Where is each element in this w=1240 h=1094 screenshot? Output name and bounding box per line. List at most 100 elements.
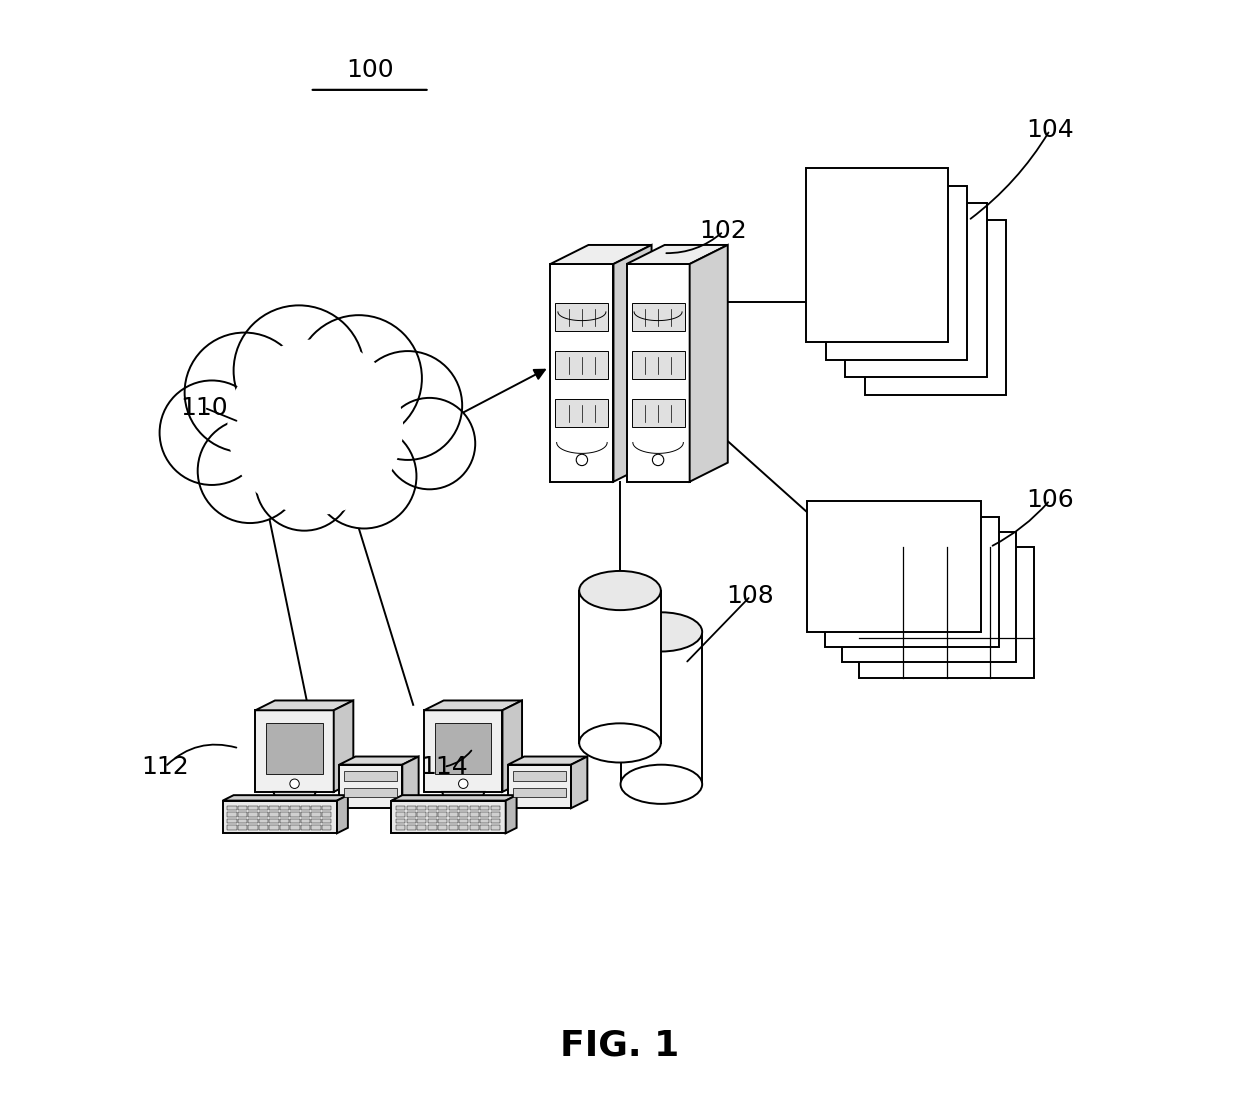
Ellipse shape — [579, 723, 661, 763]
Polygon shape — [459, 812, 469, 817]
Polygon shape — [259, 812, 268, 817]
Text: 104: 104 — [1025, 118, 1074, 142]
Circle shape — [312, 424, 417, 528]
Polygon shape — [311, 825, 321, 830]
Polygon shape — [502, 700, 522, 792]
Polygon shape — [392, 795, 517, 801]
Polygon shape — [631, 399, 684, 428]
Polygon shape — [290, 805, 300, 811]
Polygon shape — [301, 805, 310, 811]
Circle shape — [353, 351, 463, 459]
Polygon shape — [428, 805, 436, 811]
Polygon shape — [407, 812, 415, 817]
Polygon shape — [248, 812, 258, 817]
Bar — [842, 532, 1017, 662]
Polygon shape — [480, 825, 490, 830]
Polygon shape — [556, 399, 609, 428]
Text: 110: 110 — [180, 396, 228, 420]
Polygon shape — [259, 805, 268, 811]
Polygon shape — [311, 818, 321, 824]
Circle shape — [233, 305, 365, 437]
Polygon shape — [626, 245, 728, 264]
Polygon shape — [269, 805, 279, 811]
Polygon shape — [259, 825, 268, 830]
Polygon shape — [227, 812, 237, 817]
Polygon shape — [508, 765, 570, 808]
Polygon shape — [428, 812, 436, 817]
Polygon shape — [508, 757, 588, 765]
Polygon shape — [417, 825, 427, 830]
Polygon shape — [227, 825, 237, 830]
Polygon shape — [470, 818, 479, 824]
Polygon shape — [248, 818, 258, 824]
Polygon shape — [311, 812, 321, 817]
Polygon shape — [280, 805, 289, 811]
Polygon shape — [417, 812, 427, 817]
Polygon shape — [311, 805, 321, 811]
Polygon shape — [269, 825, 279, 830]
Polygon shape — [480, 805, 490, 811]
Polygon shape — [322, 818, 331, 824]
Polygon shape — [438, 805, 448, 811]
Polygon shape — [301, 825, 310, 830]
Polygon shape — [290, 825, 300, 830]
Polygon shape — [223, 801, 337, 834]
Polygon shape — [290, 818, 300, 824]
Polygon shape — [301, 812, 310, 817]
Polygon shape — [480, 818, 490, 824]
Circle shape — [185, 333, 304, 452]
Polygon shape — [579, 591, 661, 743]
Polygon shape — [556, 351, 609, 380]
Ellipse shape — [579, 571, 661, 610]
Polygon shape — [345, 788, 397, 798]
Polygon shape — [248, 825, 258, 830]
Polygon shape — [620, 632, 702, 784]
Polygon shape — [626, 264, 689, 481]
Polygon shape — [273, 792, 316, 802]
Polygon shape — [280, 825, 289, 830]
Circle shape — [197, 419, 303, 523]
Polygon shape — [407, 805, 415, 811]
Polygon shape — [631, 303, 684, 331]
Polygon shape — [428, 818, 436, 824]
Circle shape — [160, 381, 264, 485]
Polygon shape — [438, 818, 448, 824]
Polygon shape — [396, 818, 405, 824]
Polygon shape — [238, 818, 247, 824]
Text: FIG. 1: FIG. 1 — [560, 1028, 680, 1062]
Polygon shape — [449, 825, 458, 830]
Polygon shape — [506, 795, 517, 834]
Polygon shape — [269, 812, 279, 817]
Polygon shape — [322, 825, 331, 830]
Polygon shape — [259, 818, 268, 824]
Polygon shape — [280, 812, 289, 817]
Polygon shape — [570, 757, 588, 808]
Polygon shape — [417, 818, 427, 824]
Polygon shape — [449, 805, 458, 811]
Polygon shape — [470, 805, 479, 811]
Polygon shape — [491, 825, 500, 830]
Polygon shape — [491, 818, 500, 824]
Bar — [846, 203, 987, 377]
Polygon shape — [407, 818, 415, 824]
Polygon shape — [491, 805, 500, 811]
Circle shape — [290, 779, 299, 789]
Polygon shape — [513, 771, 565, 781]
Circle shape — [295, 315, 422, 441]
Polygon shape — [392, 801, 506, 834]
Bar — [825, 516, 998, 648]
Polygon shape — [269, 818, 279, 824]
Polygon shape — [345, 771, 397, 781]
Polygon shape — [556, 303, 609, 331]
Polygon shape — [470, 825, 479, 830]
Polygon shape — [438, 825, 448, 830]
Polygon shape — [322, 805, 331, 811]
Text: 102: 102 — [699, 220, 748, 243]
Polygon shape — [227, 805, 237, 811]
Polygon shape — [407, 825, 415, 830]
Polygon shape — [459, 805, 469, 811]
Polygon shape — [438, 812, 448, 817]
Polygon shape — [238, 825, 247, 830]
Polygon shape — [689, 245, 728, 481]
Polygon shape — [322, 812, 331, 817]
